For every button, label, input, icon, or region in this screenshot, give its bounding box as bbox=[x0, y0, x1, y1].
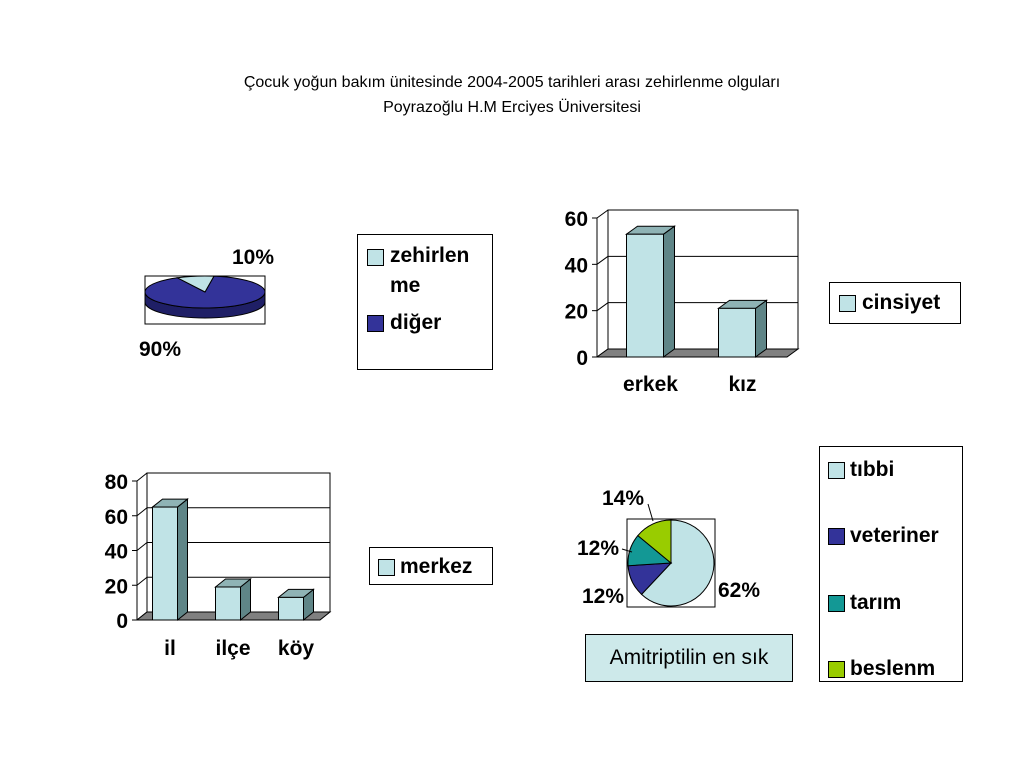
bar2-grid-diag-80 bbox=[136, 472, 148, 482]
pie1-label-diger: 90% bbox=[139, 338, 181, 361]
legend-swatch-tibbi bbox=[828, 462, 845, 479]
bar1-bar-erkek bbox=[626, 233, 664, 358]
bar1-xtick-label-erkek: erkek bbox=[623, 373, 678, 396]
legend-label-zehirlenme-1: zehirlen bbox=[390, 244, 470, 267]
pie2-label-beslenm: 14% bbox=[602, 487, 644, 510]
bar1-bar-kız bbox=[718, 307, 756, 358]
legend-swatch-merkez bbox=[378, 559, 395, 576]
bar2-bar-side-il bbox=[177, 498, 188, 622]
bar2-grid-diag-40 bbox=[136, 542, 148, 551]
bar1-grid-diag-60 bbox=[596, 209, 609, 219]
amitriptilin-note: Amitriptilin en sık bbox=[585, 634, 793, 682]
pie1-legend: zehirlen me diğer bbox=[357, 234, 493, 370]
slide-subtitle: Poyrazoğlu H.M Erciyes Üniversitesi bbox=[383, 99, 641, 116]
legend-swatch-veteriner bbox=[828, 528, 845, 545]
pie2-leader-beslenm bbox=[647, 503, 654, 522]
pie2-leader-tarim bbox=[621, 548, 633, 553]
pie2-legend: tıbbi veteriner tarım beslenm bbox=[819, 446, 963, 682]
legend-label-beslenm: beslenm bbox=[850, 657, 936, 680]
legend-label-zehirlenme-2: me bbox=[390, 274, 421, 297]
legend-label-tarim: tarım bbox=[850, 591, 902, 614]
bar2-ytick-label-20: 20 bbox=[105, 575, 128, 598]
legend-swatch-cinsiyet bbox=[839, 295, 856, 312]
bar1-ytick-label-40: 40 bbox=[565, 254, 588, 277]
bar2-ytick-label-80: 80 bbox=[105, 471, 128, 494]
legend-label-diger: diğer bbox=[390, 311, 442, 334]
bar2-xtick-label-il: il bbox=[164, 637, 176, 660]
bar2-xtick-label-köy: köy bbox=[278, 637, 315, 660]
pie2-slice-beslenm bbox=[637, 519, 672, 565]
legend-label-veteriner: veteriner bbox=[850, 524, 939, 547]
pie1-label-zehirlenme: 10% bbox=[232, 246, 274, 269]
bar1-bar-side-kız bbox=[755, 299, 767, 358]
pie2-slice-tıbbi bbox=[640, 519, 715, 607]
bar1-ytick-label-0: 0 bbox=[576, 347, 588, 370]
pie2-label-tarim: 12% bbox=[577, 537, 619, 560]
pie2-label-veteriner: 12% bbox=[582, 585, 624, 608]
bar2-bar-il bbox=[152, 506, 178, 621]
bar2-xtick-label-ilçe: ilçe bbox=[215, 637, 250, 660]
slide-title: Çocuk yoğun bakım ünitesinde 2004-2005 t… bbox=[243, 74, 781, 91]
bar2-bar-köy bbox=[278, 596, 304, 621]
legend-swatch-beslenm bbox=[828, 661, 845, 678]
pie2-label-tibbi: 62% bbox=[718, 579, 760, 602]
bar1-ytick-label-20: 20 bbox=[565, 301, 588, 324]
bar2-bar-ilçe bbox=[215, 586, 241, 621]
bar2-ytick-label-40: 40 bbox=[105, 541, 128, 564]
bar2-legend: merkez bbox=[369, 547, 493, 585]
legend-swatch-tarim bbox=[828, 595, 845, 612]
pie1-slice-zehirlenme bbox=[175, 275, 215, 293]
bar1-xtick-label-kız: kız bbox=[728, 373, 756, 396]
bar2-ytick-label-0: 0 bbox=[116, 610, 128, 633]
bar2-grid-diag-20 bbox=[136, 576, 148, 586]
legend-swatch-zehirlenme bbox=[367, 249, 384, 266]
bar2-grid-diag-60 bbox=[136, 507, 148, 517]
legend-label-merkez: merkez bbox=[400, 555, 473, 578]
legend-swatch-diger bbox=[367, 315, 384, 332]
bar1-grid-diag-20 bbox=[596, 302, 609, 312]
bar1-grid-diag-40 bbox=[596, 255, 609, 265]
legend-label-tibbi: tıbbi bbox=[850, 458, 895, 481]
legend-label-cinsiyet: cinsiyet bbox=[862, 291, 941, 314]
bar1-legend: cinsiyet bbox=[829, 282, 961, 324]
bar1-ytick-label-60: 60 bbox=[565, 208, 588, 231]
bar1-bar-side-erkek bbox=[663, 225, 675, 358]
bar2-ytick-label-60: 60 bbox=[105, 506, 128, 529]
